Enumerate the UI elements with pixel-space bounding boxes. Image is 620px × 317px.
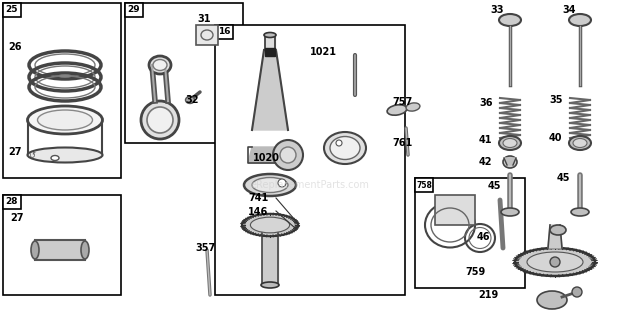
Bar [415, 178, 525, 288]
Bar [3, 195, 21, 209]
Ellipse shape [571, 208, 589, 216]
Text: 29: 29 [128, 5, 140, 15]
Text: 26: 26 [8, 42, 22, 52]
Ellipse shape [185, 96, 195, 103]
Polygon shape [265, 48, 275, 56]
Ellipse shape [242, 214, 298, 236]
Ellipse shape [81, 241, 89, 259]
Text: eReplacementParts.com: eReplacementParts.com [250, 180, 370, 190]
Ellipse shape [250, 217, 290, 233]
Circle shape [280, 147, 296, 163]
Polygon shape [390, 113, 420, 115]
Ellipse shape [503, 156, 517, 168]
Ellipse shape [37, 110, 92, 130]
Ellipse shape [501, 208, 519, 216]
Ellipse shape [261, 282, 279, 288]
Bar [3, 3, 21, 17]
Text: ↺: ↺ [28, 152, 35, 160]
Ellipse shape [31, 241, 39, 259]
Ellipse shape [527, 252, 583, 272]
Text: 33: 33 [490, 5, 503, 15]
Bar [125, 3, 243, 143]
Bar [415, 178, 433, 192]
Ellipse shape [573, 139, 587, 147]
Text: 45: 45 [488, 181, 502, 191]
Text: 31: 31 [197, 14, 211, 24]
Text: 36: 36 [479, 98, 492, 108]
Text: 46: 46 [477, 232, 490, 242]
Text: 40: 40 [549, 133, 562, 143]
Circle shape [273, 140, 303, 170]
Ellipse shape [264, 33, 276, 37]
Ellipse shape [27, 106, 102, 134]
Text: 42: 42 [479, 157, 492, 167]
Bar [215, 25, 233, 39]
Ellipse shape [27, 147, 102, 163]
Text: 45: 45 [557, 173, 570, 183]
Text: 1021: 1021 [310, 47, 337, 57]
Ellipse shape [569, 14, 591, 26]
Bar [3, 195, 121, 295]
Ellipse shape [515, 248, 595, 276]
Ellipse shape [324, 132, 366, 164]
Ellipse shape [406, 103, 420, 111]
Text: 27: 27 [8, 147, 22, 157]
Text: 16: 16 [218, 28, 230, 36]
Ellipse shape [147, 107, 173, 133]
Circle shape [572, 287, 582, 297]
Bar [435, 195, 475, 225]
Bar [125, 3, 143, 17]
Bar [3, 3, 121, 178]
Text: 32: 32 [185, 95, 198, 105]
Text: 1020: 1020 [253, 153, 280, 163]
Ellipse shape [141, 101, 179, 139]
Circle shape [550, 257, 560, 267]
Polygon shape [248, 147, 292, 163]
Ellipse shape [537, 291, 567, 309]
Ellipse shape [550, 225, 566, 235]
Ellipse shape [244, 174, 296, 196]
Text: 27: 27 [10, 213, 24, 223]
Ellipse shape [503, 139, 517, 147]
Circle shape [336, 140, 342, 146]
Text: 741: 741 [248, 193, 268, 203]
Text: 357: 357 [195, 243, 215, 253]
Polygon shape [504, 158, 516, 165]
Ellipse shape [252, 178, 288, 192]
Polygon shape [548, 225, 562, 248]
Polygon shape [265, 35, 275, 50]
Ellipse shape [499, 136, 521, 150]
Ellipse shape [499, 14, 521, 26]
Text: 25: 25 [6, 5, 18, 15]
Circle shape [278, 179, 286, 187]
Text: 219: 219 [478, 290, 498, 300]
Polygon shape [262, 233, 278, 285]
Text: 761: 761 [392, 138, 412, 148]
Ellipse shape [51, 156, 59, 160]
Ellipse shape [149, 56, 171, 74]
Bar [35, 240, 85, 260]
Ellipse shape [569, 136, 591, 150]
Bar [215, 25, 405, 295]
Text: 759: 759 [465, 267, 485, 277]
Text: 35: 35 [549, 95, 562, 105]
Bar [196, 25, 218, 45]
Text: 41: 41 [479, 135, 492, 145]
Polygon shape [252, 50, 288, 130]
Text: 757: 757 [392, 97, 412, 107]
Text: 146: 146 [248, 207, 268, 217]
Text: 28: 28 [6, 197, 18, 206]
Text: 758: 758 [416, 180, 432, 190]
Text: 34: 34 [562, 5, 575, 15]
Ellipse shape [330, 137, 360, 159]
Ellipse shape [387, 105, 407, 115]
Ellipse shape [153, 60, 167, 70]
